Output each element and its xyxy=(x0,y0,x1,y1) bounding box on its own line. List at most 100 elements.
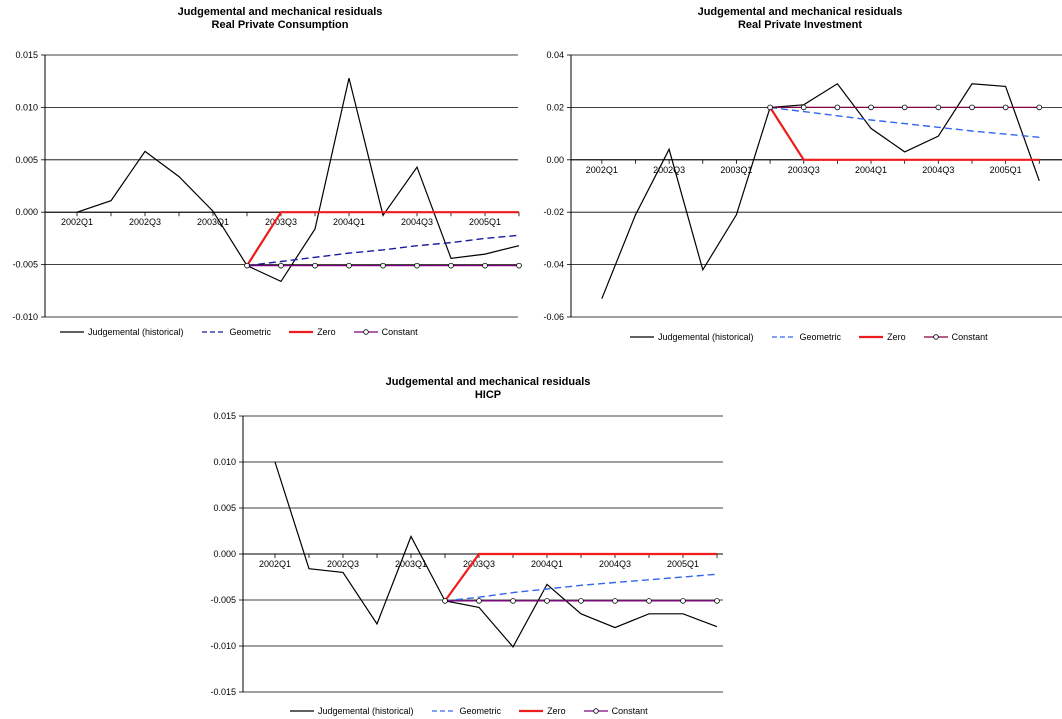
constant-marker xyxy=(646,598,652,604)
constant-marker xyxy=(510,598,516,604)
constant-marker xyxy=(901,104,908,111)
y-tick-label: -0.04 xyxy=(543,260,564,270)
series-geometric-line xyxy=(444,573,718,602)
legend-swatch xyxy=(353,329,378,335)
chart-3-title-line: Judgemental and mechanical residuals xyxy=(385,376,591,388)
legend-label: Judgemental (historical) xyxy=(658,332,754,342)
x-tick-label: 2002Q1 xyxy=(259,559,291,569)
constant-marker xyxy=(935,104,942,111)
series-judgemental-historical-line xyxy=(601,83,1040,299)
y-tick-label: -0.015 xyxy=(210,687,236,697)
legend-item: Judgemental (historical) xyxy=(290,706,414,716)
constant-marker xyxy=(612,598,618,604)
legend-item: Constant xyxy=(353,327,418,337)
y-tick-label: 0.005 xyxy=(213,503,236,513)
legend-label: Constant xyxy=(951,332,988,342)
x-tick-label: 2003Q3 xyxy=(265,217,297,227)
x-tick-label: 2003Q1 xyxy=(395,559,427,569)
legend-label: Geometric xyxy=(459,706,502,716)
constant-marker xyxy=(868,104,874,111)
y-tick-label: -0.02 xyxy=(543,207,564,217)
y-tick-label: 0.00 xyxy=(546,155,564,165)
y-tick-label: -0.010 xyxy=(210,641,236,651)
series-geometric-line xyxy=(770,106,1040,138)
y-tick-label: -0.06 xyxy=(543,312,564,322)
legend-item: Judgemental (historical) xyxy=(60,327,184,337)
legend-label: Zero xyxy=(547,706,566,716)
x-tick-label: 2005Q1 xyxy=(469,217,501,227)
y-tick-label: 0.000 xyxy=(15,207,38,217)
constant-marker xyxy=(1036,104,1043,111)
constant-marker xyxy=(476,598,482,604)
constant-marker xyxy=(244,262,250,269)
legend-swatch xyxy=(771,336,796,338)
legend-item: Zero xyxy=(859,332,906,342)
constant-marker xyxy=(680,598,686,604)
legend-swatch xyxy=(923,334,948,340)
constant-marker xyxy=(448,262,454,269)
legend-swatch-marker xyxy=(592,708,599,714)
legend-swatch xyxy=(583,708,608,714)
legend-item: Geometric xyxy=(431,706,502,716)
constant-marker xyxy=(767,104,773,111)
x-tick-label: 2004Q3 xyxy=(922,165,954,175)
legend-item: Geometric xyxy=(201,327,272,337)
legend-label: Zero xyxy=(317,327,336,337)
legend-swatch xyxy=(289,330,314,334)
legend-item: Zero xyxy=(289,327,336,337)
chart-1-title-line: Judgemental and mechanical residuals xyxy=(177,6,383,18)
x-tick-label: 2004Q3 xyxy=(401,217,433,227)
legend-label: Geometric xyxy=(799,332,842,342)
series-zero-line xyxy=(246,211,519,267)
y-tick-label: 0.015 xyxy=(15,50,38,60)
y-tick-label: 0.04 xyxy=(546,50,564,60)
legend-label: Constant xyxy=(381,327,418,337)
chart-3-subtitle: HICP xyxy=(474,389,502,401)
x-tick-label: 2005Q1 xyxy=(667,559,699,569)
legend-swatch xyxy=(290,710,314,712)
chart-3-title: Judgemental and mechanical residuals HIC… xyxy=(248,376,728,402)
x-tick-label: 2003Q3 xyxy=(788,165,820,175)
x-tick-label: 2002Q3 xyxy=(129,217,161,227)
y-tick-label: 0.015 xyxy=(213,411,236,421)
constant-marker xyxy=(714,598,720,604)
legend-item: Geometric xyxy=(771,332,842,342)
series-geometric-line xyxy=(246,234,520,267)
constant-marker xyxy=(800,104,807,111)
legend-item: Judgemental (historical) xyxy=(630,332,754,342)
x-tick-label: 2003Q3 xyxy=(463,559,495,569)
legend-label: Geometric xyxy=(229,327,272,337)
chart-1-subtitle: Real Private Consumption xyxy=(211,19,349,31)
x-tick-label: 2004Q3 xyxy=(599,559,631,569)
legend-swatch xyxy=(630,336,654,338)
y-tick-label: 0.010 xyxy=(15,102,38,112)
constant-marker xyxy=(544,598,550,604)
y-tick-label: -0.005 xyxy=(210,595,236,605)
y-tick-label: 0.010 xyxy=(213,457,236,467)
constant-marker xyxy=(442,598,448,604)
x-tick-label: 2005Q1 xyxy=(990,165,1022,175)
legend-label: Zero xyxy=(887,332,906,342)
x-tick-label: 2002Q1 xyxy=(586,165,618,175)
legend-swatch xyxy=(431,710,456,712)
legend-label: Constant xyxy=(611,706,648,716)
legend-item: Constant xyxy=(923,332,988,342)
constant-marker xyxy=(578,598,584,604)
chart-1-title: Judgemental and mechanical residuals Rea… xyxy=(40,6,520,32)
constant-marker xyxy=(516,262,522,269)
x-tick-label: 2002Q1 xyxy=(61,217,93,227)
legend-item: Constant xyxy=(583,706,648,716)
constant-marker xyxy=(482,262,488,269)
constant-marker xyxy=(278,262,284,269)
legend-swatch xyxy=(60,331,84,333)
series-judgemental-historical-line xyxy=(274,461,718,648)
x-tick-label: 2002Q3 xyxy=(653,165,685,175)
y-tick-label: 0.005 xyxy=(15,155,38,165)
constant-marker xyxy=(969,104,975,111)
chart-2-legend: Judgemental (historical) Geometric Zero Con… xyxy=(630,332,1006,342)
x-tick-label: 2004Q1 xyxy=(333,217,365,227)
legend-swatch xyxy=(859,335,884,339)
constant-marker xyxy=(834,104,841,111)
legend-label: Judgemental (historical) xyxy=(318,706,414,716)
